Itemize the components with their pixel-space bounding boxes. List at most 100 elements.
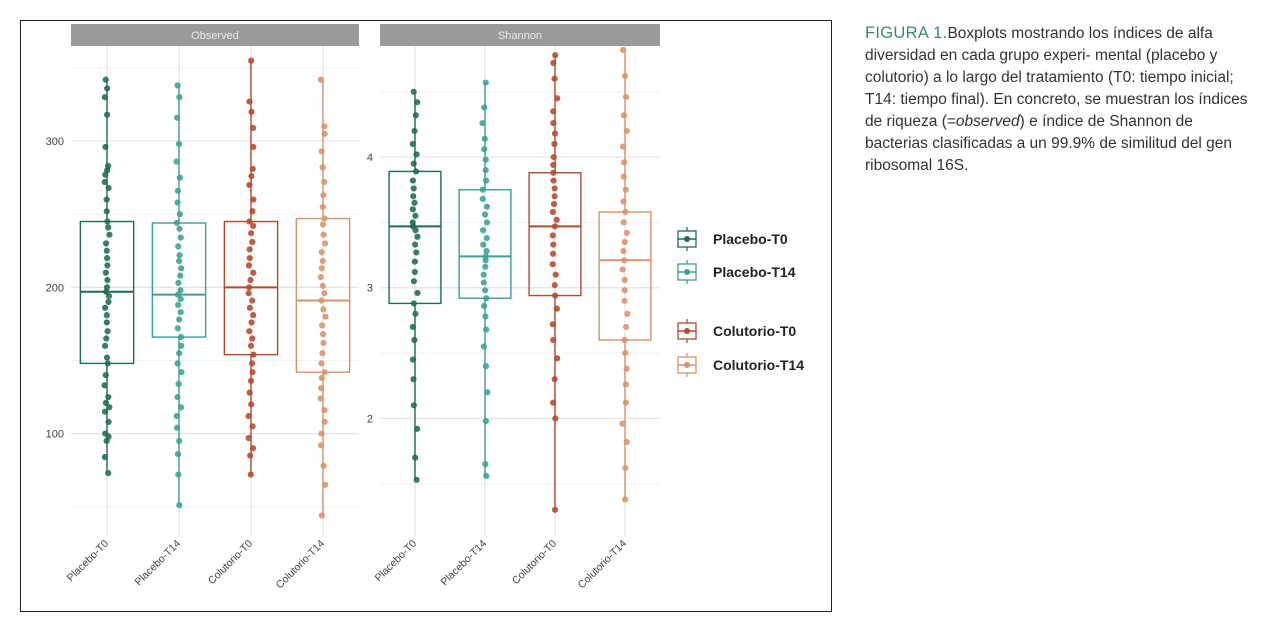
y-tick-label: 200 xyxy=(46,282,64,294)
data-point xyxy=(101,178,108,186)
data-point xyxy=(484,389,491,396)
data-point xyxy=(550,108,557,115)
data-point xyxy=(248,57,255,64)
data-point xyxy=(481,135,488,142)
data-point xyxy=(247,276,254,284)
data-point xyxy=(322,313,329,320)
data-point xyxy=(318,512,325,519)
data-point xyxy=(553,216,560,223)
caption-text-italic: observed xyxy=(955,113,1020,130)
data-point xyxy=(621,276,628,283)
data-point xyxy=(622,399,629,406)
data-point xyxy=(481,146,488,153)
data-point xyxy=(176,316,183,323)
data-point xyxy=(174,199,181,206)
data-point xyxy=(248,319,255,326)
facet-strip-label: Shannon xyxy=(498,30,542,42)
data-point xyxy=(479,195,486,202)
data-point xyxy=(409,356,417,363)
data-point xyxy=(554,95,561,102)
x-tick-label: Colutorio-T0 xyxy=(510,538,559,587)
data-point xyxy=(177,287,184,294)
data-point xyxy=(103,319,110,326)
x-tick-label: Colutorio-T14 xyxy=(576,538,630,592)
data-point xyxy=(101,94,108,101)
data-point xyxy=(249,238,256,246)
data-point xyxy=(550,399,557,406)
data-point xyxy=(550,153,557,161)
y-tick-label: 2 xyxy=(367,413,373,425)
data-point xyxy=(410,376,417,383)
data-point xyxy=(247,377,255,385)
legend-key-point xyxy=(684,328,690,334)
data-point xyxy=(622,93,630,101)
x-tick-label: Placebo-T14 xyxy=(133,538,184,589)
data-point xyxy=(250,312,257,319)
data-point xyxy=(175,257,183,265)
data-point xyxy=(551,223,559,230)
data-point xyxy=(319,203,326,210)
data-point xyxy=(101,382,108,389)
data-point xyxy=(174,450,182,458)
data-point xyxy=(173,114,181,121)
data-point xyxy=(177,309,184,316)
data-point xyxy=(549,232,556,239)
data-point xyxy=(480,279,487,286)
data-point xyxy=(177,295,184,303)
data-point xyxy=(319,164,326,171)
data-point xyxy=(104,162,112,170)
data-point xyxy=(249,165,256,172)
data-point xyxy=(175,243,182,250)
data-point xyxy=(177,333,185,341)
data-point xyxy=(550,169,557,176)
data-point xyxy=(623,438,630,446)
box-colutorio-t14 xyxy=(295,76,351,519)
data-point xyxy=(409,140,416,148)
data-point xyxy=(412,241,419,248)
data-point xyxy=(551,193,558,200)
data-point xyxy=(176,94,183,101)
data-point xyxy=(410,402,417,409)
data-point xyxy=(550,119,557,127)
data-point xyxy=(104,254,111,262)
data-point xyxy=(175,380,182,387)
data-point xyxy=(621,287,628,294)
data-point xyxy=(248,230,255,237)
data-point xyxy=(173,424,181,431)
data-point xyxy=(622,323,630,331)
data-point xyxy=(318,297,325,304)
data-point xyxy=(103,312,110,319)
data-point xyxy=(482,156,489,163)
data-point xyxy=(621,238,628,246)
data-point xyxy=(410,160,417,167)
data-point xyxy=(176,211,183,218)
box-placebo-t14 xyxy=(151,82,207,509)
data-point xyxy=(550,241,557,248)
data-point xyxy=(482,167,489,174)
data-point xyxy=(321,130,328,137)
data-point xyxy=(317,385,325,392)
data-point xyxy=(621,297,628,304)
data-point xyxy=(102,240,110,247)
data-point xyxy=(319,350,326,357)
data-point xyxy=(173,158,180,165)
data-point xyxy=(175,279,182,287)
data-point xyxy=(411,258,418,265)
data-point xyxy=(246,389,253,396)
data-point xyxy=(620,173,627,180)
data-point xyxy=(105,184,112,191)
data-point xyxy=(249,369,256,376)
caption-text-before: Boxplots mostrando los índices de alfa d… xyxy=(865,25,1248,130)
data-point xyxy=(245,412,252,420)
data-point xyxy=(483,234,490,242)
data-point xyxy=(483,219,491,226)
data-point xyxy=(480,227,487,234)
data-point xyxy=(249,423,256,430)
figure-caption: FIGURA 1.Boxplots mostrando los índices … xyxy=(865,22,1255,177)
data-point xyxy=(176,225,183,232)
facet-strip xyxy=(380,24,660,46)
data-point xyxy=(413,151,420,158)
legend-label: Placebo-T0 xyxy=(713,231,788,247)
data-point xyxy=(479,186,486,193)
data-point xyxy=(320,192,327,199)
